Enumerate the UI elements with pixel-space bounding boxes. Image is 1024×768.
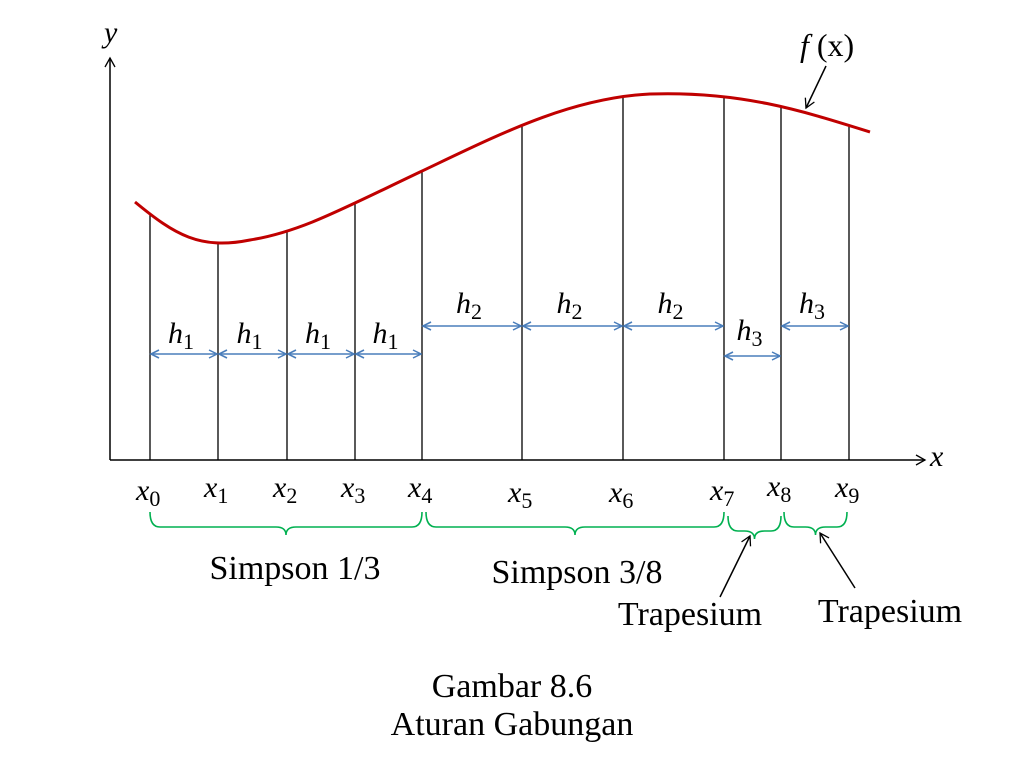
rule-brace — [425, 511, 725, 536]
rule-brace — [149, 511, 423, 536]
interval-label: h2 — [456, 287, 482, 324]
node-label: x0 — [135, 474, 160, 511]
interval-label: h3 — [799, 287, 825, 324]
node-label-base: x — [766, 470, 781, 503]
interval-arrow-head — [217, 349, 228, 359]
function-pointer-arrow — [804, 65, 827, 110]
interval-label: h2 — [557, 287, 583, 324]
interval-label-subscript: 3 — [752, 326, 763, 351]
interval-label: h1 — [305, 317, 331, 354]
rule-label-simpson-3-8: Simpson 3/8 — [492, 554, 663, 591]
node-label: x7 — [709, 474, 734, 511]
node-label-base: x — [203, 471, 218, 504]
node-label-subscript: 7 — [723, 486, 734, 511]
ordinate-lines — [149, 96, 850, 460]
interval-label-subscript: 1 — [252, 329, 263, 354]
function-label: f (x) — [800, 27, 854, 63]
node-label-base: x — [407, 471, 422, 504]
interval-label-base: h — [305, 317, 320, 350]
node-label-subscript: 5 — [521, 488, 532, 513]
node-label-subscript: 6 — [622, 488, 633, 513]
rule-label-trapesium-1: Trapesium — [618, 596, 762, 633]
rule-label-trapesium-2: Trapesium — [818, 593, 962, 630]
x-axis-label: x — [929, 440, 944, 473]
interval-label-base: h — [237, 317, 252, 350]
interval-label-base: h — [799, 287, 814, 320]
node-label-base: x — [608, 476, 623, 509]
interval-label-subscript: 2 — [471, 299, 482, 324]
interval-arrow-head — [149, 349, 160, 359]
function-curve — [134, 92, 871, 245]
trapesium-2-pointer-arrow — [819, 531, 856, 589]
rule-label-simpson-1-3: Simpson 1/3 — [210, 550, 381, 587]
node-label-base: x — [507, 476, 522, 509]
interval-label: h3 — [737, 314, 763, 351]
node-label-subscript: 0 — [149, 486, 160, 511]
node-label: x4 — [407, 471, 432, 508]
interval-arrow-head — [780, 321, 791, 331]
node-label-subscript: 3 — [354, 483, 365, 508]
node-label-base: x — [340, 471, 355, 504]
y-axis-label: y — [101, 16, 118, 49]
interval-label-base: h — [456, 287, 471, 320]
figure-caption: Gambar 8.6 Aturan Gabungan — [0, 668, 1024, 744]
interval-arrow-head — [354, 349, 365, 359]
node-label-subscript: 4 — [421, 483, 432, 508]
interval-label: h1 — [237, 317, 263, 354]
node-label-base: x — [272, 471, 287, 504]
node-label-base: x — [709, 474, 724, 507]
interval-label: h2 — [658, 287, 684, 324]
interval-label-base: h — [557, 287, 572, 320]
node-label-base: x — [834, 471, 849, 504]
interval-arrow-head — [723, 351, 734, 361]
interval-arrow-head — [521, 321, 532, 331]
interval-label-subscript: 1 — [320, 329, 331, 354]
node-label-subscript: 1 — [217, 483, 228, 508]
node-label: x1 — [203, 471, 228, 508]
function-arg: (x) — [817, 27, 854, 63]
interval-label-subscript: 3 — [814, 299, 825, 324]
interval-arrow-head — [421, 321, 432, 331]
interval-label-subscript: 2 — [673, 299, 684, 324]
node-label-subscript: 2 — [286, 483, 297, 508]
caption-title: Aturan Gabungan — [390, 706, 634, 743]
node-label: x6 — [608, 476, 633, 513]
node-label: x9 — [834, 471, 859, 508]
rule-braces — [149, 511, 848, 540]
node-labels: x0 x1 x2 x3 x4 x5 x6 x7 x8 x9 — [135, 470, 859, 513]
interval-label: h1 — [168, 317, 194, 354]
node-label-subscript: 9 — [848, 483, 859, 508]
interval-arrow-head — [286, 349, 297, 359]
interval-label-base: h — [737, 314, 752, 347]
interval-label-subscript: 2 — [572, 299, 583, 324]
trapesium-1-pointer-arrow — [719, 534, 752, 598]
node-label-base: x — [135, 474, 150, 507]
interval-label: h1 — [373, 317, 399, 354]
node-label: x8 — [766, 470, 791, 507]
rule-brace — [783, 511, 848, 536]
interval-label-subscript: 1 — [183, 329, 194, 354]
node-label: x2 — [272, 471, 297, 508]
node-label: x3 — [340, 471, 365, 508]
interval-label-base: h — [373, 317, 388, 350]
node-label-subscript: 8 — [780, 482, 791, 507]
interval-label-base: h — [168, 317, 183, 350]
caption-number: Gambar 8.6 — [431, 668, 593, 705]
rule-brace — [727, 515, 782, 540]
node-label: x5 — [507, 476, 532, 513]
interval-label-base: h — [658, 287, 673, 320]
interval-label-subscript: 1 — [388, 329, 399, 354]
interval-arrow-head — [622, 321, 633, 331]
function-name: f — [800, 27, 813, 63]
